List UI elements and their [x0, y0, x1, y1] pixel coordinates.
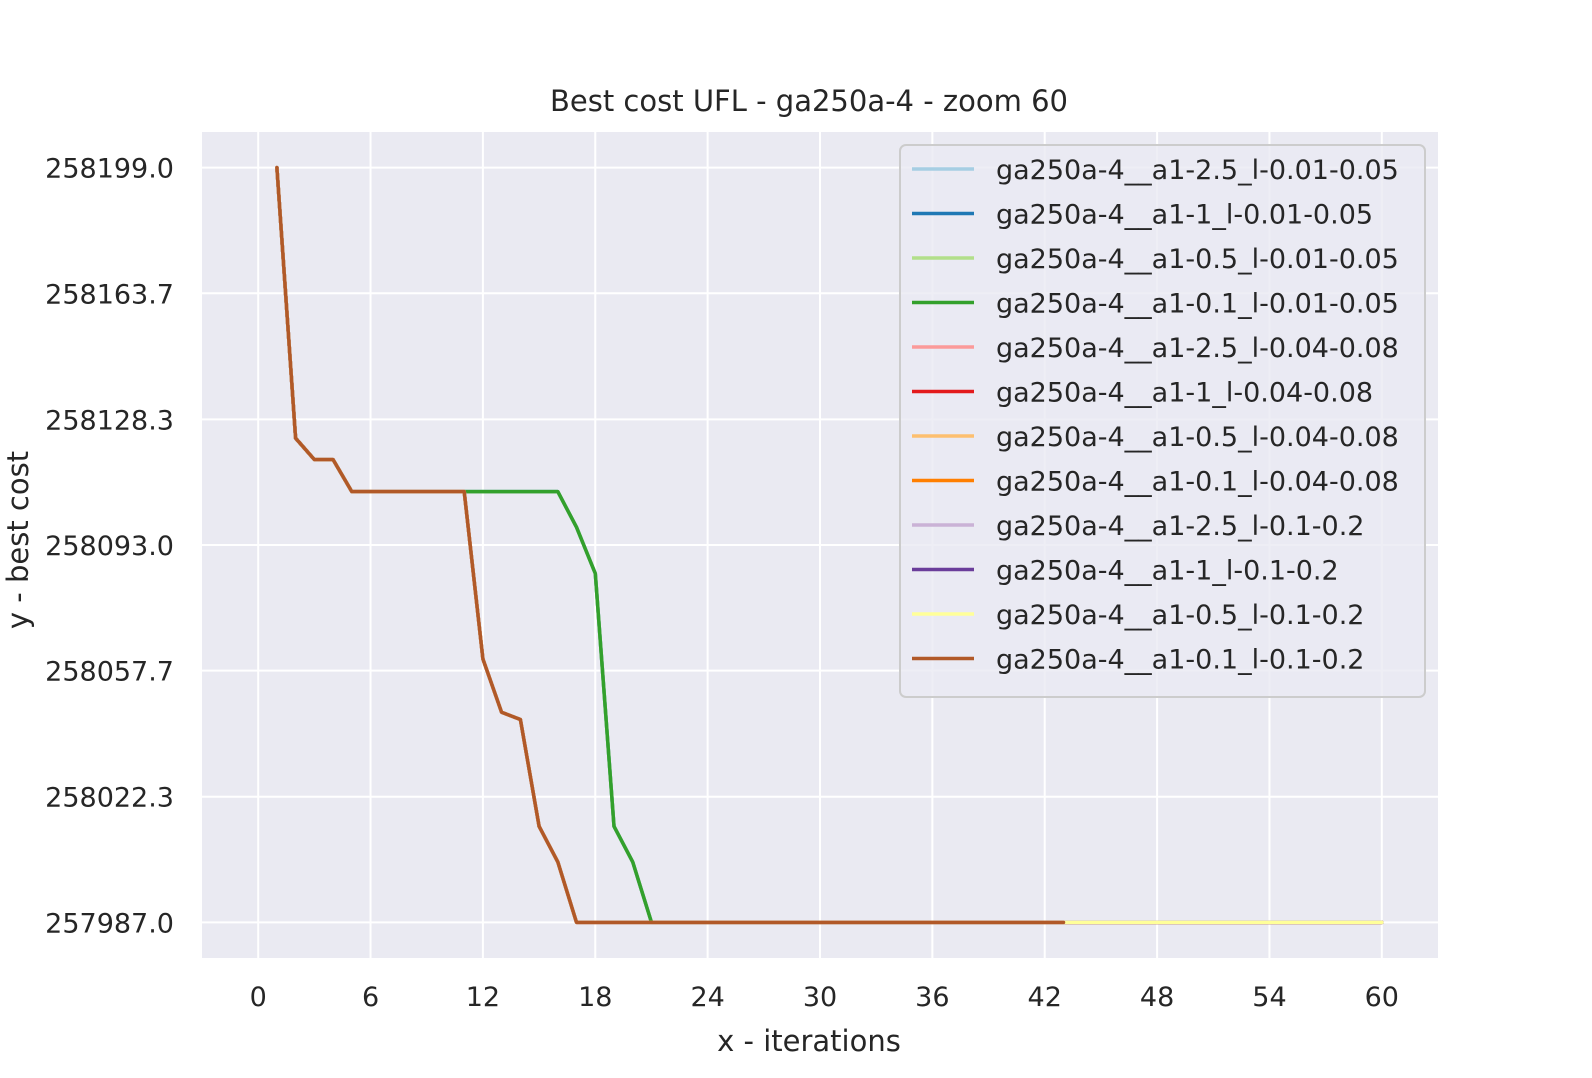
x-tick-label: 6: [362, 982, 379, 1013]
x-tick-label: 54: [1252, 982, 1286, 1013]
legend-label: ga250a-4__a1-2.5_l-0.1-0.2: [996, 511, 1364, 542]
legend-label: ga250a-4__a1-0.1_l-0.1-0.2: [996, 645, 1364, 676]
legend-label: ga250a-4__a1-0.5_l-0.1-0.2: [996, 600, 1364, 631]
legend-label: ga250a-4__a1-0.1_l-0.01-0.05: [996, 289, 1399, 320]
legend-label: ga250a-4__a1-1_l-0.04-0.08: [996, 378, 1373, 409]
x-tick-label: 12: [466, 982, 500, 1013]
legend-label: ga250a-4__a1-2.5_l-0.01-0.05: [996, 155, 1399, 186]
series-lines: [275, 165, 1384, 925]
legend-label: ga250a-4__a1-0.5_l-0.01-0.05: [996, 244, 1399, 275]
x-tick-label: 30: [803, 982, 837, 1013]
y-tick-label: 258199.0: [45, 154, 174, 185]
tick-labels: 0 6 12 18 24 30 36 42 48 54 60 257987.0 258022.3 2580…: [45, 154, 1399, 1013]
x-tick-label: 18: [578, 982, 612, 1013]
x-tick-label: 48: [1140, 982, 1174, 1013]
legend-label: ga250a-4__a1-2.5_l-0.04-0.08: [996, 333, 1399, 364]
legend: ga250a-4__a1-2.5_l-0.01-0.05 ga250a-4__a1…: [899, 144, 1426, 698]
x-tick-label: 42: [1028, 982, 1062, 1013]
x-tick-label: 24: [690, 982, 724, 1013]
x-tick-label: 0: [250, 982, 267, 1013]
legend-label: ga250a-4__a1-1_l-0.1-0.2: [996, 556, 1339, 587]
x-tick-label: 36: [915, 982, 949, 1013]
legend-label: ga250a-4__a1-0.1_l-0.04-0.08: [996, 467, 1399, 498]
y-tick-label: 258057.7: [45, 657, 174, 688]
y-tick-label: 258128.3: [45, 405, 174, 436]
x-tick-label: 60: [1365, 982, 1399, 1013]
legend-label: ga250a-4__a1-1_l-0.01-0.05: [996, 200, 1373, 231]
y-tick-label: 258022.3: [45, 783, 174, 814]
legend-box: [899, 144, 1426, 698]
series-line-12: [275, 165, 1066, 925]
y-tick-label: 258093.0: [45, 531, 174, 562]
y-tick-label: 257987.0: [45, 908, 174, 939]
chart-title: Best cost UFL - ga250a-4 - zoom 60: [550, 84, 1068, 118]
x-axis-label: x - iterations: [717, 1024, 901, 1058]
y-axis-label: y - best cost: [1, 451, 35, 629]
legend-label: ga250a-4__a1-0.5_l-0.04-0.08: [996, 422, 1399, 453]
y-tick-label: 258163.7: [45, 279, 174, 310]
